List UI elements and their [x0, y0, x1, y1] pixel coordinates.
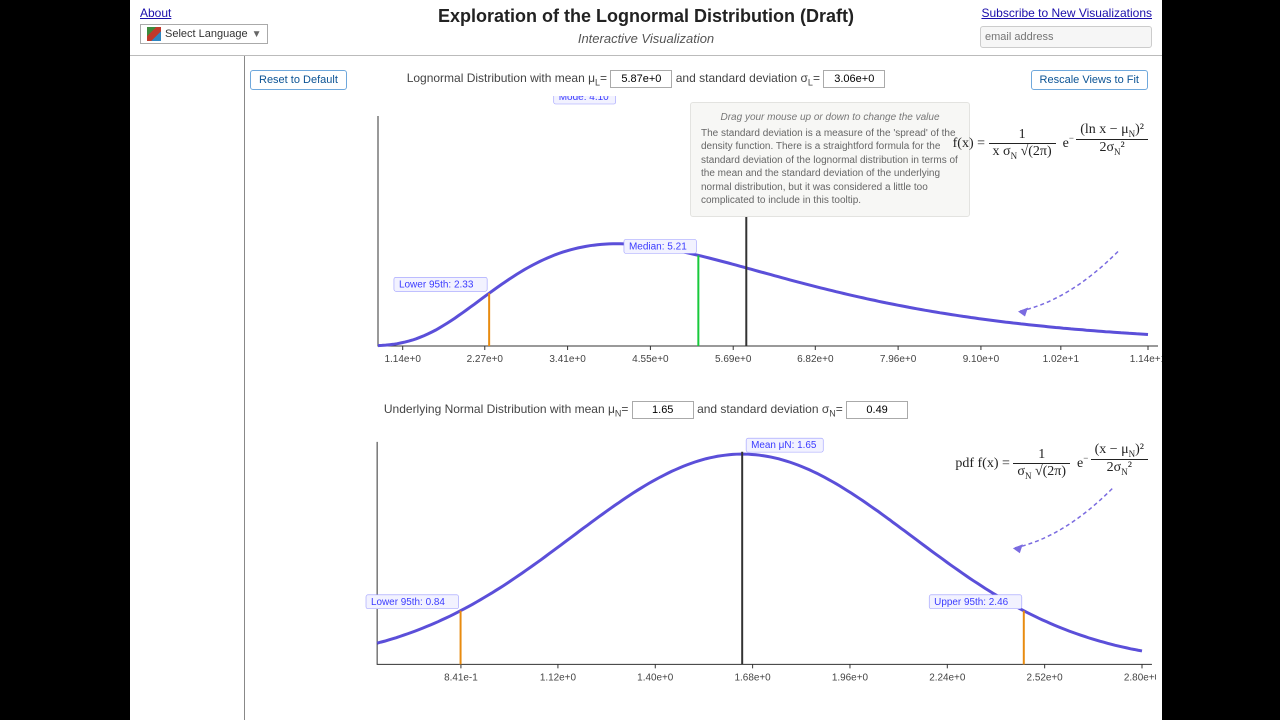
svg-text:4.55e+0: 4.55e+0: [632, 354, 669, 365]
tooltip-sd: Drag your mouse up or down to change the…: [690, 102, 970, 217]
svg-text:5.69e+0: 5.69e+0: [715, 354, 752, 365]
svg-text:2.27e+0: 2.27e+0: [467, 354, 504, 365]
svg-text:Median: 5.21: Median: 5.21: [629, 241, 687, 252]
svg-text:6.82e+0: 6.82e+0: [797, 354, 834, 365]
svg-text:1.68e+0: 1.68e+0: [735, 672, 772, 683]
svg-text:2.52e+0: 2.52e+0: [1027, 672, 1064, 683]
sd-input-normal[interactable]: [846, 401, 908, 419]
svg-text:1.02e+1: 1.02e+1: [1043, 354, 1080, 365]
svg-text:2.80e+0: 2.80e+0: [1124, 672, 1156, 683]
svg-text:1.14e+0: 1.14e+0: [384, 354, 421, 365]
language-select[interactable]: Select Language ▼: [140, 24, 268, 44]
mean-input-normal[interactable]: [632, 401, 694, 419]
svg-text:1.40e+0: 1.40e+0: [637, 672, 674, 683]
svg-text:Upper 95th: 2.46: Upper 95th: 2.46: [934, 597, 1008, 608]
svg-text:1.14e+1: 1.14e+1: [1130, 354, 1162, 365]
svg-text:Lower 95th: 0.84: Lower 95th: 0.84: [371, 597, 445, 608]
chevron-down-icon: ▼: [252, 29, 262, 40]
svg-text:1.12e+0: 1.12e+0: [540, 672, 577, 683]
subscribe-link[interactable]: Subscribe to New Visualizations: [981, 6, 1152, 20]
svg-text:Mode: 4.10: Mode: 4.10: [559, 96, 609, 103]
chart2-caption: Underlying Normal Distribution with mean…: [130, 401, 1162, 419]
svg-text:1.96e+0: 1.96e+0: [832, 672, 869, 683]
formula-lognormal: f(x) = 1x σN √(2π) e− (ln x − μN)²2σN²: [953, 122, 1148, 161]
svg-text:Mean μN: 1.65: Mean μN: 1.65: [751, 440, 817, 451]
formula-normal: pdf f(x) = 1σN √(2π) e− (x − μN)²2σN²: [955, 442, 1148, 481]
svg-text:Lower 95th: 2.33: Lower 95th: 2.33: [399, 279, 474, 290]
mean-input-lognormal[interactable]: [610, 70, 672, 88]
sd-input-lognormal[interactable]: [823, 70, 885, 88]
email-field[interactable]: [980, 26, 1152, 48]
svg-text:7.96e+0: 7.96e+0: [880, 354, 917, 365]
language-select-label: Select Language: [165, 28, 248, 40]
divider-vertical: [244, 56, 245, 720]
chart1-caption: Lognormal Distribution with mean μL= and…: [130, 70, 1162, 88]
svg-text:8.41e-1: 8.41e-1: [444, 672, 478, 683]
svg-text:3.41e+0: 3.41e+0: [549, 354, 586, 365]
translate-icon: [147, 27, 161, 41]
svg-text:2.24e+0: 2.24e+0: [929, 672, 966, 683]
about-link[interactable]: About: [140, 6, 171, 20]
svg-text:9.10e+0: 9.10e+0: [963, 354, 1000, 365]
